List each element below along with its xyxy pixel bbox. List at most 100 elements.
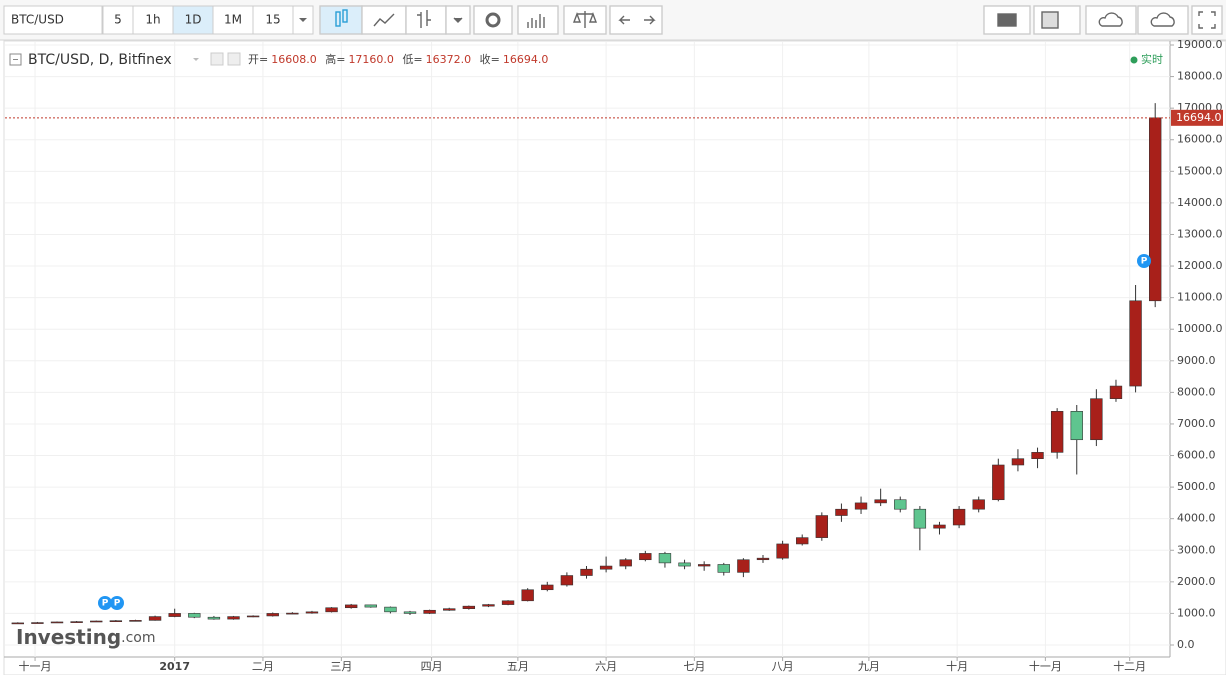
candle-body (776, 543, 789, 559)
event-markers: P P P (98, 254, 1151, 610)
candle-body (129, 620, 142, 622)
x-tick-label: 六月 (595, 660, 617, 673)
x-tick-label: 十一月 (19, 659, 52, 673)
dropdown-arrow (299, 18, 307, 22)
y-tick-label: 5000.0 (1177, 480, 1216, 493)
candle-body (952, 508, 966, 526)
settings-button[interactable] (473, 5, 513, 35)
y-tick-label: 10000.0 (1177, 322, 1223, 335)
download-button[interactable] (1085, 5, 1137, 35)
candle-body (639, 553, 652, 561)
candle-body (933, 524, 946, 529)
candle-body (384, 606, 397, 613)
x-tick-label: 十二月 (1113, 659, 1146, 673)
candle-body (11, 622, 24, 625)
y-tick-label: 13000.0 (1177, 227, 1223, 240)
candle-body (462, 605, 476, 609)
candle-body (286, 612, 299, 615)
x-tick-label: 二月 (252, 660, 274, 673)
y-tick-label: 14000.0 (1177, 196, 1223, 209)
candle-body (796, 537, 809, 545)
candle-body (70, 621, 83, 623)
bar-button[interactable] (405, 5, 447, 35)
symbol-input[interactable] (3, 5, 103, 35)
y-tick-label: 7000.0 (1177, 417, 1216, 430)
event-marker[interactable]: P (114, 599, 121, 609)
y-tick-label: 6000.0 (1177, 449, 1216, 462)
x-tick-label: 2017 (159, 660, 190, 673)
candle-body (599, 565, 613, 570)
x-tick-label: 四月 (421, 660, 443, 673)
candle-body (835, 508, 848, 516)
interval-button[interactable] (252, 5, 294, 35)
candle-body (168, 613, 181, 617)
watermark: Investing.com (16, 625, 156, 649)
candle-body (737, 559, 750, 573)
candle-body (854, 502, 868, 510)
candle-body (972, 499, 985, 510)
candle-body (325, 607, 338, 613)
candle-body (815, 515, 829, 538)
candle-body (246, 615, 260, 618)
candle-body (992, 464, 1005, 501)
x-tick-label: 九月 (858, 660, 880, 673)
y-tick-label: 8000.0 (1177, 385, 1216, 398)
candle-body (717, 564, 730, 573)
x-tick-label: 三月 (330, 660, 352, 673)
x-tick-label: 七月 (683, 660, 705, 673)
candle-body (305, 611, 319, 614)
interval-button[interactable] (172, 5, 214, 35)
candle-body (697, 564, 711, 567)
y-tick-label: 12000.0 (1177, 259, 1223, 272)
event-marker[interactable]: P (1141, 257, 1148, 267)
candle-body (50, 621, 64, 624)
candle-body (874, 499, 887, 504)
indicators-button[interactable] (517, 5, 559, 35)
candle-body (541, 584, 554, 591)
y-tick-label: 0.0 (1177, 638, 1195, 651)
candle-body (364, 604, 377, 608)
fullscreen-button[interactable] (1191, 5, 1223, 35)
candle-body (501, 600, 515, 605)
last-price-label: 16694.0 (1176, 111, 1222, 124)
ohlc-legend: 开= 16608.0 高= 17160.0 低= 16372.0 收= 16694.0 (248, 52, 548, 66)
x-tick-label: 五月 (507, 660, 529, 673)
candle-button[interactable] (319, 5, 363, 35)
candle-body (1070, 411, 1083, 441)
candle-body (1090, 398, 1103, 441)
y-tick-label: 4000.0 (1177, 512, 1216, 525)
x-tick-label: 十一月 (1029, 659, 1062, 673)
event-marker[interactable]: P (102, 599, 109, 609)
y-tick-label: 18000.0 (1177, 70, 1223, 83)
candle-body (756, 557, 770, 561)
candle-body (227, 616, 240, 620)
interval-button[interactable] (132, 5, 174, 35)
candle-body (1050, 411, 1064, 453)
x-tick-label: 八月 (772, 660, 794, 673)
line-button[interactable] (361, 5, 407, 35)
candle-body (482, 604, 495, 607)
candle-body (1011, 458, 1025, 466)
interval-label: 1M (224, 13, 242, 27)
toolbar-icons (319, 5, 1223, 35)
y-tick-label: 9000.0 (1177, 354, 1216, 367)
candle-body (913, 508, 927, 529)
candle-body (31, 622, 44, 624)
candle-body (521, 589, 534, 602)
candle-body (443, 608, 456, 611)
candle-body (207, 616, 221, 620)
candle-body (619, 559, 632, 567)
symbol: BTC/USD (11, 13, 64, 27)
interval-button[interactable] (102, 5, 134, 35)
upload-button[interactable] (1137, 5, 1189, 35)
candle-body (894, 499, 907, 510)
candle-body (1031, 452, 1044, 459)
candle-body (266, 613, 279, 617)
chart-title: BTC/USD, D, Bitfinex (28, 52, 172, 68)
chart-frame (3, 40, 1226, 676)
candle-body (560, 575, 574, 586)
candle-body (658, 553, 672, 564)
candle-body (109, 620, 123, 622)
last-price-badge (1171, 109, 1223, 126)
